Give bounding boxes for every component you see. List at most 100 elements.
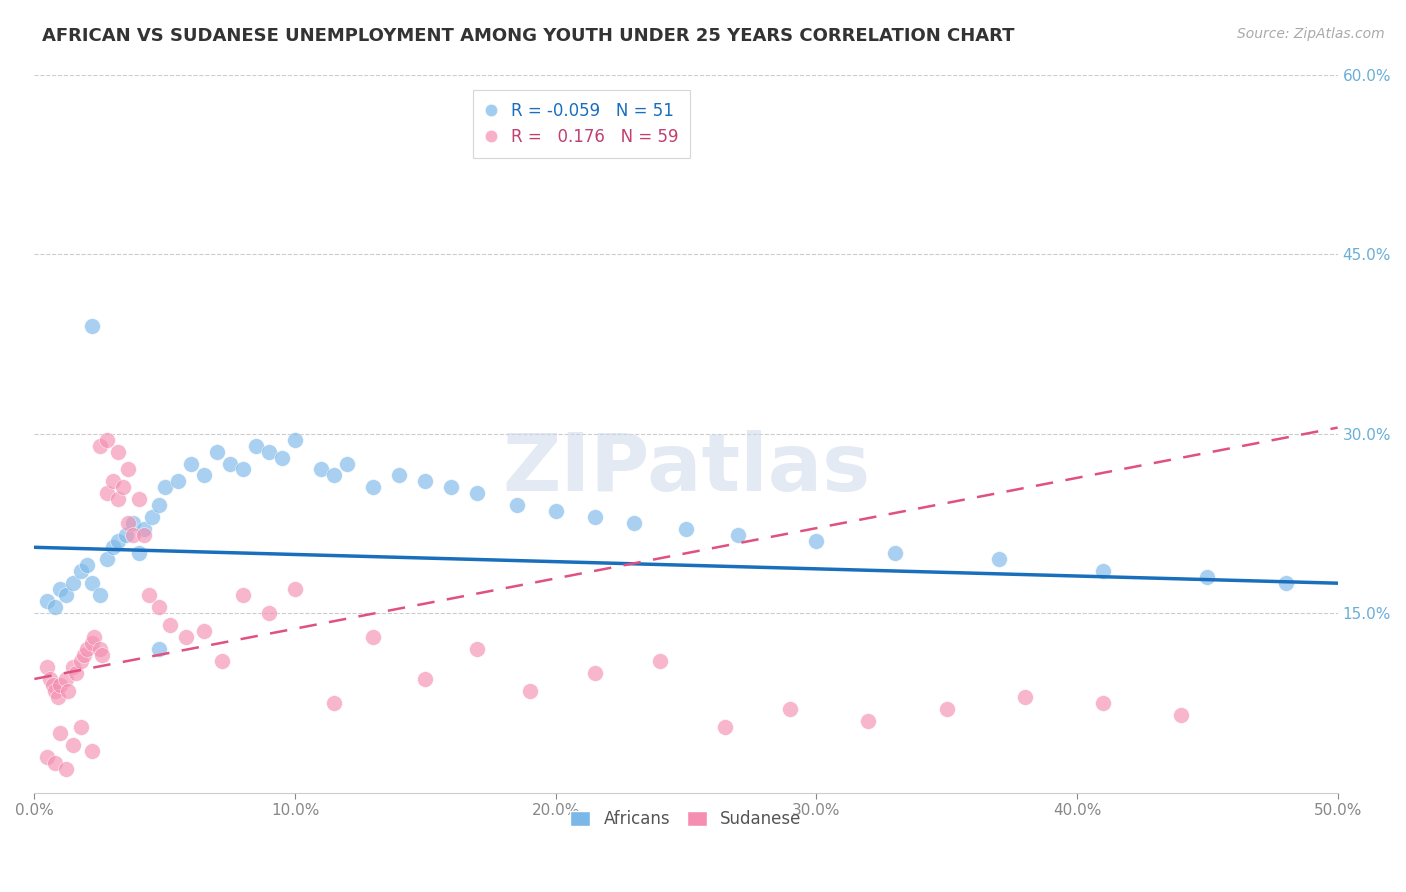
Point — [138, 588, 160, 602]
Point — [1092, 564, 1115, 578]
Point — [714, 720, 737, 734]
Point — [323, 696, 346, 710]
Point — [80, 744, 103, 758]
Point — [883, 546, 905, 560]
Point — [583, 510, 606, 524]
Point — [117, 516, 139, 531]
Point — [117, 462, 139, 476]
Point — [1170, 707, 1192, 722]
Point — [648, 654, 671, 668]
Point — [211, 654, 233, 668]
Point — [62, 660, 84, 674]
Point — [361, 480, 384, 494]
Point — [415, 672, 437, 686]
Point — [159, 618, 181, 632]
Point — [1014, 690, 1036, 704]
Point — [415, 475, 437, 489]
Point — [361, 630, 384, 644]
Text: Source: ZipAtlas.com: Source: ZipAtlas.com — [1237, 27, 1385, 41]
Point — [284, 433, 307, 447]
Point — [89, 439, 111, 453]
Point — [37, 594, 59, 608]
Point — [193, 468, 215, 483]
Point — [128, 546, 150, 560]
Point — [987, 552, 1010, 566]
Point — [37, 660, 59, 674]
Point — [44, 600, 66, 615]
Point — [62, 576, 84, 591]
Text: ZIPatlas: ZIPatlas — [502, 431, 870, 508]
Point — [49, 678, 72, 692]
Point — [174, 630, 197, 644]
Point — [205, 444, 228, 458]
Point — [107, 444, 129, 458]
Point — [623, 516, 645, 531]
Point — [232, 588, 254, 602]
Legend: Africans, Sudanese: Africans, Sudanese — [564, 804, 808, 835]
Point — [96, 486, 118, 500]
Point — [1092, 696, 1115, 710]
Point — [779, 702, 801, 716]
Point — [65, 665, 87, 680]
Point — [148, 499, 170, 513]
Point — [257, 606, 280, 620]
Point — [132, 528, 155, 542]
Point — [180, 457, 202, 471]
Point — [675, 522, 697, 536]
Point — [505, 499, 527, 513]
Point — [80, 636, 103, 650]
Point — [91, 648, 114, 662]
Point — [46, 690, 69, 704]
Point — [107, 534, 129, 549]
Point — [44, 684, 66, 698]
Point — [519, 684, 541, 698]
Point — [388, 468, 411, 483]
Point — [55, 672, 77, 686]
Point — [153, 480, 176, 494]
Point — [1274, 576, 1296, 591]
Point — [245, 439, 267, 453]
Point — [122, 516, 145, 531]
Point — [309, 462, 332, 476]
Point — [583, 665, 606, 680]
Point — [132, 522, 155, 536]
Point — [858, 714, 880, 728]
Point — [218, 457, 240, 471]
Point — [89, 642, 111, 657]
Point — [96, 433, 118, 447]
Point — [70, 564, 93, 578]
Text: AFRICAN VS SUDANESE UNEMPLOYMENT AMONG YOUTH UNDER 25 YEARS CORRELATION CHART: AFRICAN VS SUDANESE UNEMPLOYMENT AMONG Y… — [42, 27, 1015, 45]
Point — [148, 600, 170, 615]
Point — [76, 642, 98, 657]
Point — [166, 475, 188, 489]
Point — [55, 588, 77, 602]
Point — [49, 582, 72, 597]
Point — [39, 672, 62, 686]
Point — [122, 528, 145, 542]
Point — [76, 558, 98, 573]
Point — [49, 726, 72, 740]
Point — [80, 576, 103, 591]
Point — [70, 720, 93, 734]
Point — [83, 630, 105, 644]
Point — [107, 492, 129, 507]
Point — [73, 648, 96, 662]
Point — [935, 702, 957, 716]
Point — [58, 684, 80, 698]
Point — [55, 762, 77, 776]
Point — [148, 642, 170, 657]
Point — [114, 528, 136, 542]
Point — [41, 678, 63, 692]
Point — [271, 450, 294, 465]
Point — [544, 504, 567, 518]
Point — [257, 444, 280, 458]
Point — [80, 318, 103, 333]
Point — [806, 534, 828, 549]
Point — [727, 528, 749, 542]
Point — [440, 480, 463, 494]
Point — [37, 749, 59, 764]
Point — [141, 510, 163, 524]
Point — [101, 475, 124, 489]
Point — [1197, 570, 1219, 584]
Point — [70, 654, 93, 668]
